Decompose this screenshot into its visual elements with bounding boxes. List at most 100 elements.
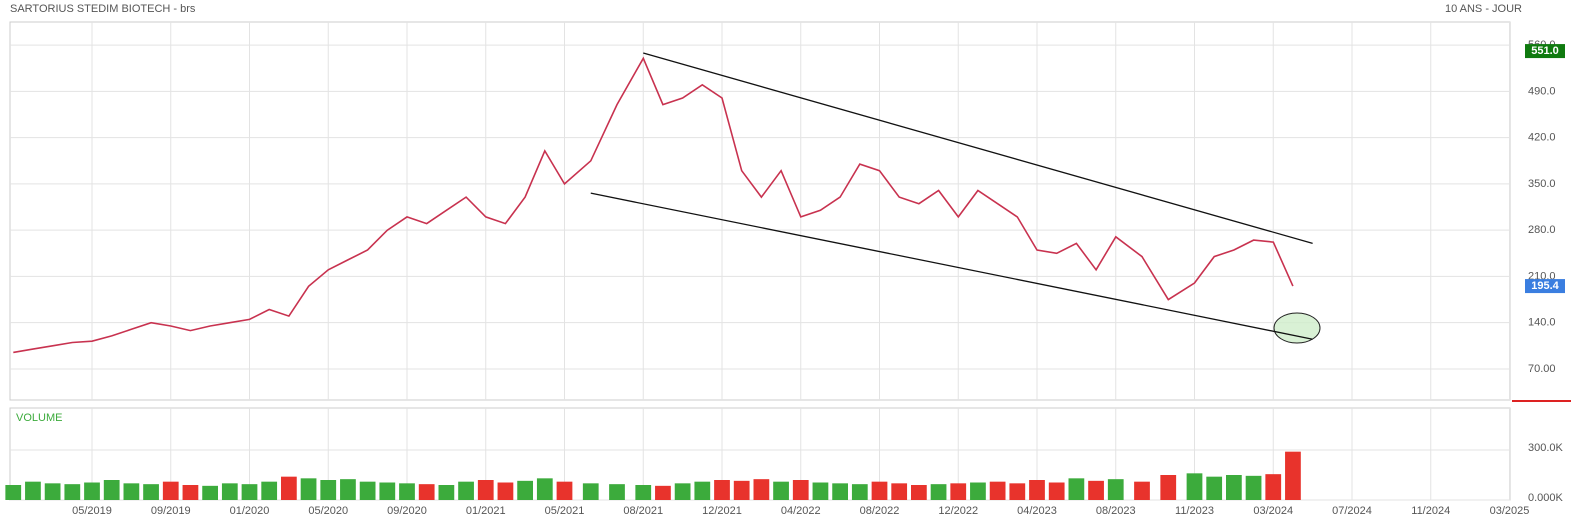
volume-bar xyxy=(635,485,652,500)
volume-bar xyxy=(753,479,770,500)
x-tick-label: 09/2020 xyxy=(387,505,427,517)
volume-bar xyxy=(1107,479,1124,500)
volume-bar xyxy=(1009,483,1026,500)
price-flag xyxy=(1525,279,1565,294)
x-tick-label: 08/2022 xyxy=(860,505,900,517)
x-tick-label: 01/2021 xyxy=(466,505,506,517)
volume-bar xyxy=(261,481,278,500)
volume-bar xyxy=(871,481,888,500)
x-tick-label: 04/2023 xyxy=(1017,505,1057,517)
volume-bar xyxy=(300,478,317,500)
volume-bar xyxy=(1029,480,1045,500)
volume-bar xyxy=(143,484,159,500)
volume-bar xyxy=(320,480,337,500)
x-tick-label: 11/2024 xyxy=(1411,505,1450,517)
volume-bar xyxy=(674,483,691,500)
trendline xyxy=(643,52,1313,245)
volume-bar xyxy=(911,485,927,500)
y-tick-label: 300.0K xyxy=(1528,442,1564,454)
volume-bar xyxy=(1088,480,1104,500)
volume-bar xyxy=(582,483,599,500)
volume-bar xyxy=(5,485,22,500)
x-tick-label: 08/2021 xyxy=(623,505,663,517)
x-tick-label: 12/2022 xyxy=(938,505,978,517)
x-tick-label: 05/2021 xyxy=(545,505,585,517)
x-tick-label: 03/2025 xyxy=(1490,505,1530,517)
volume-bar xyxy=(989,481,1006,500)
volume-bar xyxy=(1265,474,1282,500)
volume-bar xyxy=(418,484,435,500)
x-tick-label: 05/2019 xyxy=(72,505,112,517)
y-tick-label: 140.0 xyxy=(1528,317,1556,329)
x-tick-label: 08/2023 xyxy=(1096,505,1136,517)
volume-bar xyxy=(536,478,553,500)
volume-bar xyxy=(497,482,514,500)
y-tick-label: 420.0 xyxy=(1528,132,1556,144)
volume-bar xyxy=(25,481,41,500)
price-flag xyxy=(1525,44,1565,59)
x-tick-label: 04/2022 xyxy=(781,505,821,517)
volume-bar xyxy=(891,483,908,500)
volume-bar xyxy=(733,480,750,500)
volume-bar xyxy=(399,483,415,500)
volume-bar xyxy=(950,483,967,500)
volume-bar xyxy=(202,485,218,500)
volume-bar xyxy=(281,476,297,500)
volume-bar xyxy=(44,483,61,500)
volume-bar xyxy=(832,483,848,500)
volume-bar xyxy=(655,485,671,500)
volume-bar xyxy=(1226,475,1242,500)
trendline xyxy=(590,192,1313,340)
volume-bar xyxy=(1160,475,1177,500)
price-flag-label: 551.0 xyxy=(1531,45,1559,57)
x-tick-label: 07/2024 xyxy=(1332,505,1372,517)
volume-bar xyxy=(123,483,140,500)
volume-bar xyxy=(1048,482,1065,500)
x-tick-label: 11/2023 xyxy=(1175,505,1214,517)
x-tick-label: 12/2021 xyxy=(702,505,742,517)
volume-bar xyxy=(773,481,789,500)
volume-bar xyxy=(1134,481,1150,500)
y-tick-label: 490.0 xyxy=(1528,85,1556,97)
volume-bar xyxy=(1068,478,1085,500)
volume-bar xyxy=(714,480,730,500)
volume-bar xyxy=(1245,475,1262,500)
x-tick-label: 05/2020 xyxy=(308,505,348,517)
x-tick-label: 03/2024 xyxy=(1253,505,1293,517)
volume-bar xyxy=(609,484,625,500)
volume-bar xyxy=(182,485,199,500)
volume-bar xyxy=(241,484,258,500)
volume-bar xyxy=(812,482,829,500)
volume-title: VOLUME xyxy=(16,412,62,424)
volume-bar xyxy=(556,481,573,500)
volume-bar xyxy=(792,480,809,500)
y-tick-label: 350.0 xyxy=(1528,178,1556,190)
y-tick-label: 70.00 xyxy=(1528,363,1556,375)
volume-bar xyxy=(221,483,238,500)
volume-bar xyxy=(359,481,376,500)
price-panel xyxy=(9,21,1511,401)
volume-bar xyxy=(103,480,120,500)
price-flag-label: 195.4 xyxy=(1531,280,1559,292)
x-tick-label: 01/2020 xyxy=(230,505,270,517)
volume-bar xyxy=(970,482,986,500)
chart-title: SARTORIUS STEDIM BIOTECH - brs xyxy=(10,3,196,15)
volume-bar xyxy=(84,482,100,500)
volume-bar xyxy=(438,485,455,500)
volume-bar xyxy=(477,480,494,500)
volume-bar xyxy=(458,481,474,500)
chart-subtitle: 10 ANS - JOUR xyxy=(1445,3,1522,15)
volume-bar xyxy=(517,480,533,500)
volume-bar xyxy=(694,481,711,500)
volume-bar xyxy=(1206,476,1223,500)
volume-bar xyxy=(1285,451,1301,500)
price-line xyxy=(13,56,1294,354)
y-tick-label: 280.0 xyxy=(1528,224,1556,236)
highlight-ellipse xyxy=(1273,312,1321,344)
volume-bar xyxy=(379,482,396,500)
volume-bar xyxy=(930,484,947,500)
y-tick-label: 0.000K xyxy=(1528,492,1564,504)
volume-bar xyxy=(851,484,868,500)
volume-bar xyxy=(1186,473,1203,500)
